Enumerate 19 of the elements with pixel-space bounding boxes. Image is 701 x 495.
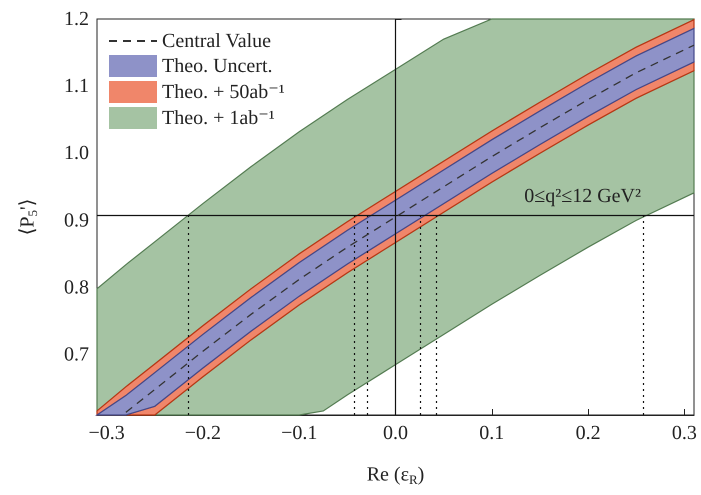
x-tick-label: −0.1	[281, 422, 318, 444]
y-axis-title: ⟨P5'⟩	[16, 198, 40, 236]
y-tick-label: 0.7	[64, 344, 89, 366]
legend-label: Theo. Uncert.	[162, 55, 273, 77]
y-tick-label: 1.1	[64, 75, 89, 98]
legend-label: Central Value	[162, 30, 272, 52]
y-tick-label: 1.2	[64, 8, 89, 30]
x-tick-label: 0.2	[576, 422, 601, 444]
annotation: 0≤q²≤12 GeV²	[524, 185, 642, 207]
x-tick-label: 0.0	[383, 422, 408, 444]
x-tick-label: −0.3	[88, 422, 125, 444]
y-tick-label: 1.0	[64, 142, 89, 164]
y-tick-label: 0.9	[64, 209, 89, 232]
legend-label: Theo. + 1ab⁻¹	[162, 107, 275, 129]
x-tick-label: −0.2	[184, 422, 222, 444]
x-tick-label: 0.3	[672, 422, 697, 444]
y-tick-label: 0.8	[64, 276, 89, 298]
x-tick-label: 0.1	[479, 422, 504, 444]
legend-label: Theo. + 50ab⁻¹	[162, 81, 285, 103]
